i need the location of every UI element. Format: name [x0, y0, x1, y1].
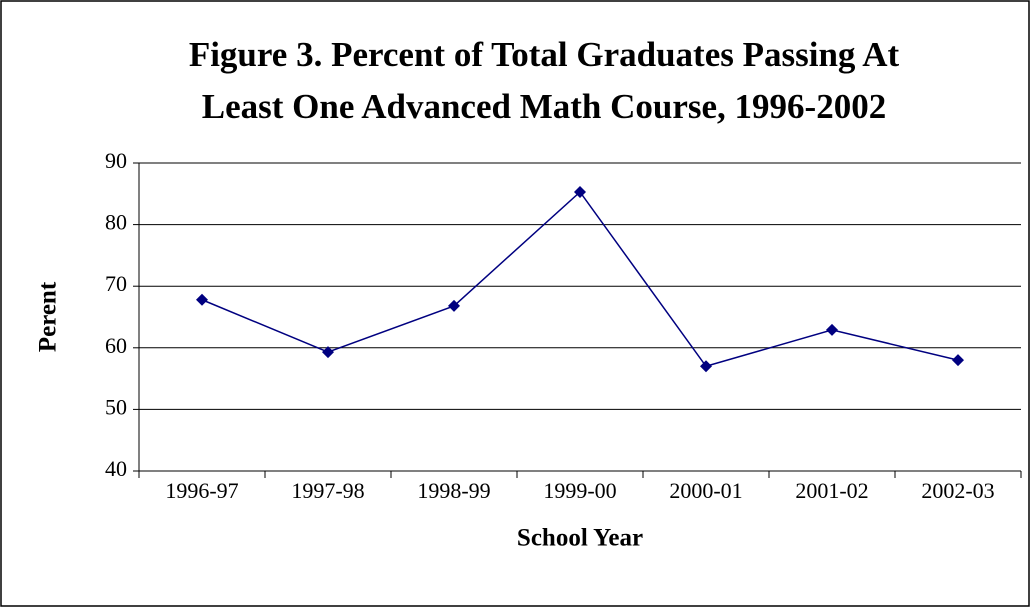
x-tick-label: 1996-97	[165, 478, 238, 503]
y-tick-label: 80	[105, 210, 127, 235]
x-tick-label: 2000-01	[669, 478, 742, 503]
x-axis-label: School Year	[517, 525, 643, 552]
y-tick-label: 60	[105, 333, 127, 358]
chart-title: Figure 3. Percent of Total Graduates Pas…	[189, 35, 900, 74]
y-tick-label: 70	[105, 271, 127, 296]
marker	[322, 346, 334, 359]
y-tick-label: 40	[105, 456, 127, 481]
marker	[574, 185, 586, 198]
y-axis-label: Perent	[35, 281, 62, 352]
x-tick-label: 1999-00	[543, 478, 616, 503]
x-tick-label: 2001-02	[795, 478, 868, 503]
marker	[952, 354, 964, 367]
y-tick-label: 50	[105, 394, 127, 419]
marker	[448, 299, 460, 312]
chart-title: Least One Advanced Math Course, 1996-200…	[202, 87, 886, 126]
marker	[700, 360, 712, 373]
x-tick-label: 1998-99	[417, 478, 490, 503]
marker	[826, 323, 838, 336]
y-tick-label: 90	[105, 148, 127, 173]
x-tick-label: 2002-03	[921, 478, 994, 503]
x-tick-label: 1997-98	[291, 478, 364, 503]
marker	[196, 293, 208, 306]
